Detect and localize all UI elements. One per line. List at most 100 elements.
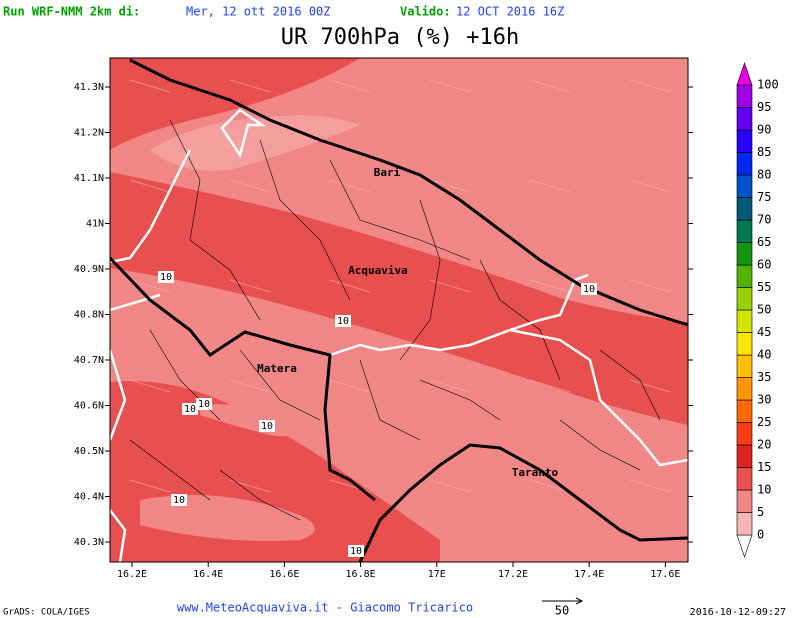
contour-label: 10 [160, 272, 172, 283]
lat-label: 41.1N [74, 173, 104, 184]
map-frame [109, 57, 689, 563]
contour-label-box [259, 420, 275, 432]
colorbar-segment [736, 84, 753, 108]
colorbar-label: 70 [757, 213, 771, 227]
municipal-borders [129, 119, 661, 521]
colorbar-segment [736, 309, 753, 333]
colorbar-segment [736, 107, 753, 131]
colorbar-label: 0 [757, 528, 764, 542]
colorbar-over [736, 62, 753, 86]
contour-label-box [196, 398, 212, 410]
contour-label-box [335, 315, 351, 327]
colorbar-segment [736, 287, 753, 311]
contour-label: 10 [583, 284, 595, 295]
contour-label: 10 [261, 421, 273, 432]
colorbar-segment [736, 242, 753, 266]
colorbar-segment [736, 354, 753, 378]
lon-label: 16.2E [117, 569, 147, 580]
colorbar-segment [736, 174, 753, 198]
coastline [110, 58, 688, 562]
field-light [150, 115, 360, 171]
contour-label-box [171, 494, 187, 506]
lat-label: 40.8N [74, 310, 104, 321]
lon-label: 17.6E [650, 569, 680, 580]
colorbar-label: 65 [757, 235, 771, 249]
colorbar-label: 35 [757, 370, 771, 384]
timestamp: 2016-10-12-09:27 [690, 607, 786, 618]
run-date: Mer, 12 ott 2016 00Z [186, 5, 331, 19]
contour-label: 10 [337, 316, 349, 327]
contour-label: 10 [184, 404, 196, 415]
contour-label-box [581, 283, 597, 295]
colorbar-label: 80 [757, 168, 771, 182]
lat-label: 40.3N [74, 537, 104, 548]
colorbar-label: 75 [757, 190, 771, 204]
colorbar-segment [736, 152, 753, 176]
colorbar-label: 55 [757, 280, 771, 294]
colorbar-segment [736, 444, 753, 468]
lat-label: 41.3N [74, 82, 104, 93]
valid-date: 12 OCT 2016 16Z [456, 5, 564, 19]
place-label: Acquaviva [348, 264, 408, 277]
lon-label: 16.8E [346, 569, 376, 580]
colorbar-segment [736, 467, 753, 491]
colorbar-label: 15 [757, 460, 771, 474]
colorbar-segment [736, 399, 753, 423]
colorbar-segment [736, 512, 753, 536]
lat-label: 40.9N [74, 264, 104, 275]
lon-label: 17.2E [498, 569, 528, 580]
place-labels: Bari Acquaviva Matera Taranto [257, 166, 558, 479]
field-dark [110, 172, 688, 425]
contour-label: 10 [198, 399, 210, 410]
lat-label: 40.6N [74, 401, 104, 412]
colorbar-label: 50 [757, 303, 771, 317]
colorbar-segment [736, 219, 753, 243]
valid-label: Valido: [400, 5, 451, 19]
colorbar-segment [736, 264, 753, 288]
colorbar-label: 85 [757, 145, 771, 159]
colorbar-label: 10 [757, 483, 771, 497]
site: www.MeteoAcquaviva.it - Giacomo Tricaric… [177, 601, 473, 615]
colorbar-segment [736, 377, 753, 401]
colorbar-segment [736, 129, 753, 153]
wind-arrows [129, 79, 671, 493]
colorbar-label: 30 [757, 393, 771, 407]
contour-label-box [348, 545, 364, 557]
contour-label: 10 [350, 546, 362, 557]
run-label: Run WRF-NMM 2km di: [3, 5, 140, 19]
title: UR 700hPa (%) +16h [281, 25, 519, 50]
contour-label-box [182, 403, 198, 415]
lat-label: 41N [86, 219, 104, 230]
contour-label: 10 [173, 495, 185, 506]
contour-label-box [158, 271, 174, 283]
lon-label: 16.4E [193, 569, 223, 580]
field-base-patch [140, 495, 315, 541]
colorbar-label: 25 [757, 415, 771, 429]
lon-label: 16.6E [269, 569, 299, 580]
map-axes: 41.3N 41.2N 41.1N 41N 40.9N 40.8N 40.7N 40.6N 40… [74, 82, 693, 580]
colorbar-segment [736, 422, 753, 446]
lon-label: 17E [428, 569, 446, 580]
colorbar-label: 45 [757, 325, 771, 339]
colorbar-label: 5 [757, 505, 764, 519]
colorbar-label: 90 [757, 123, 771, 137]
place-label: Bari [374, 166, 401, 179]
lon-label: 17.4E [574, 569, 604, 580]
lat-label: 40.7N [74, 355, 104, 366]
place-label: Matera [257, 362, 297, 375]
colorbar-label: 20 [757, 438, 771, 452]
colorbar-label: 60 [757, 258, 771, 272]
lat-label: 40.5N [74, 446, 104, 457]
lat-label: 41.2N [74, 128, 104, 139]
colorbar: 0 5 10 15 20 25 30 35 40 45 50 55 60 65 70 75 80 85 90 95 10… [736, 62, 779, 558]
colorbar-label: 95 [757, 100, 771, 114]
reference-arrow [542, 597, 584, 605]
colorbar-segment [736, 489, 753, 513]
colorbar-segment [736, 197, 753, 221]
credit: GrADS: COLA/IGES [3, 608, 90, 618]
colorbar-label: 100 [757, 78, 779, 92]
region-borders [110, 108, 688, 562]
